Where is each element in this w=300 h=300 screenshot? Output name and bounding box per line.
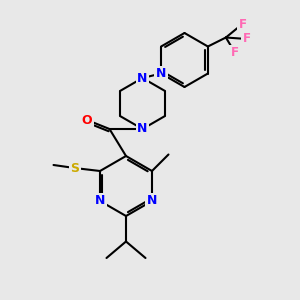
Text: N: N: [95, 194, 105, 208]
Text: N: N: [137, 71, 148, 85]
Text: N: N: [156, 67, 166, 80]
Text: F: F: [243, 32, 251, 46]
Text: S: S: [70, 161, 79, 175]
Text: N: N: [137, 122, 148, 136]
Text: F: F: [238, 17, 246, 31]
Text: F: F: [231, 46, 239, 59]
Text: O: O: [82, 113, 92, 127]
Text: N: N: [147, 194, 157, 208]
